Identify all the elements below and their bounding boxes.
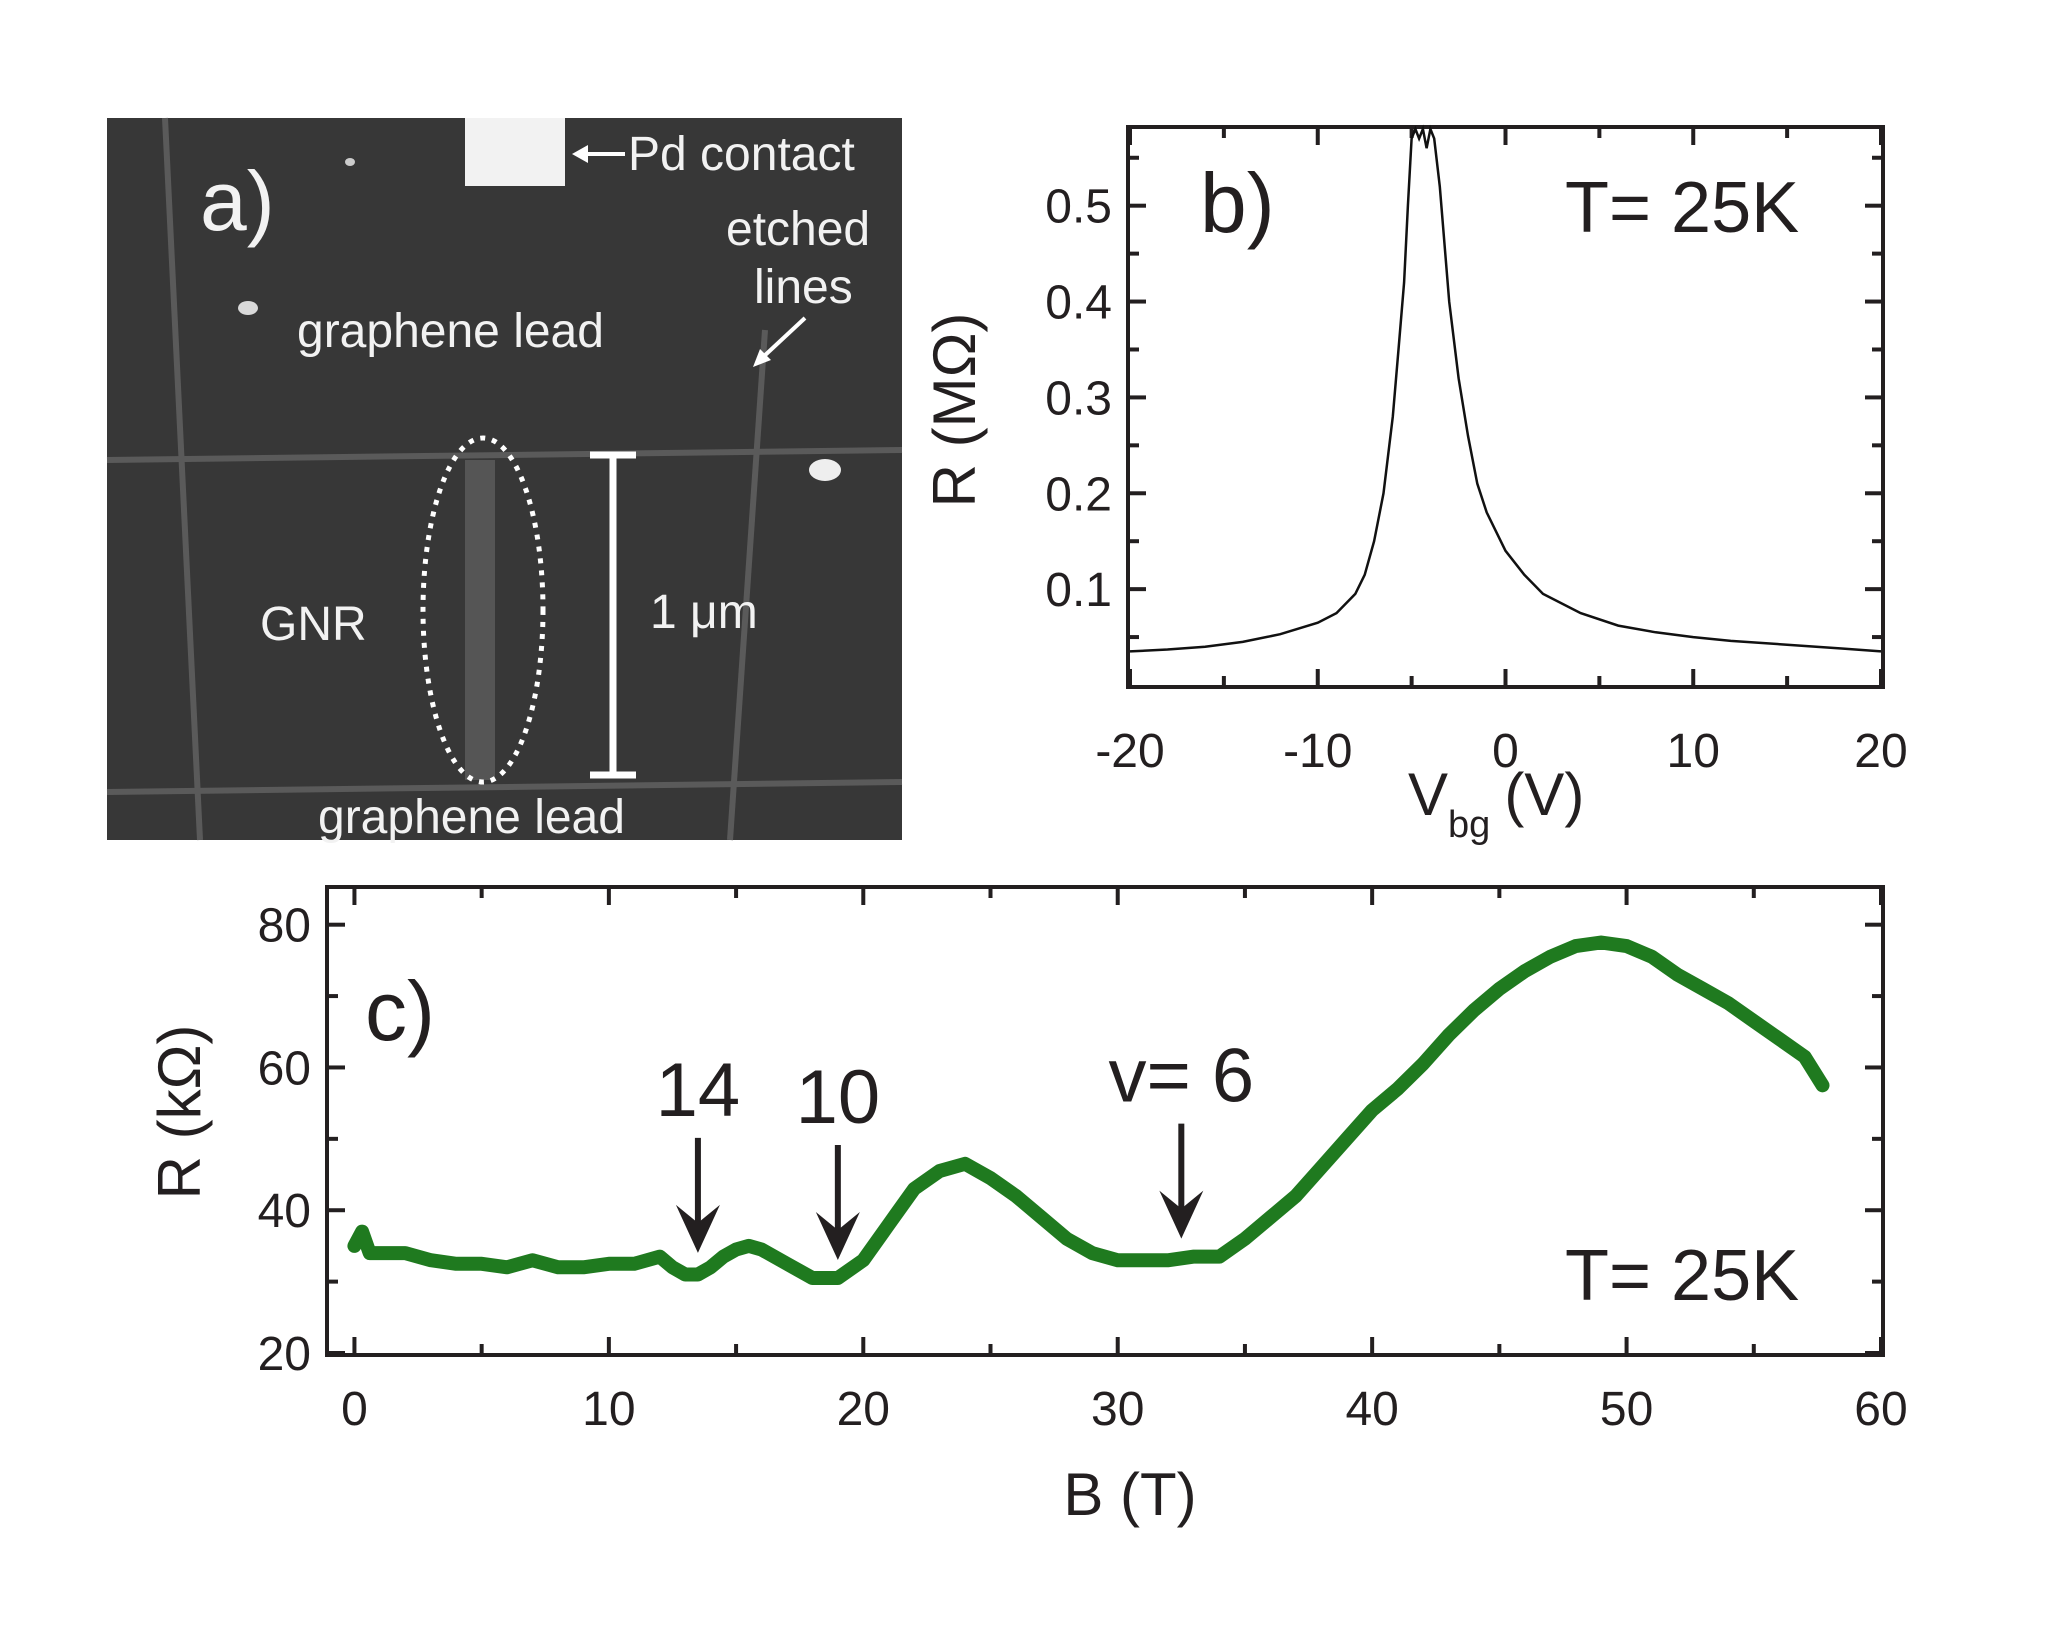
y-tick-label: 80	[258, 900, 311, 953]
panel-c-x-axis-title: B (T)	[1063, 1461, 1196, 1528]
x-tick-label: 30	[1091, 1383, 1144, 1436]
gnr-label: GNR	[260, 598, 367, 651]
etched-lines-label-2: lines	[754, 261, 853, 314]
level-arrow-head	[675, 1204, 720, 1253]
panel-b-temperature: T= 25K	[1565, 168, 1799, 248]
x-tick-label: 0	[341, 1383, 368, 1436]
level-arrow-label: 14	[656, 1048, 741, 1133]
level-arrow-label: 10	[796, 1055, 881, 1140]
sem-background	[107, 118, 902, 840]
gnr-dotted-ellipse	[420, 435, 546, 785]
panel-c-chart: 0 10 20 30 40 50 60 20 40 60 80 14 10 v= 6 c) T= 25…	[146, 885, 1908, 1528]
panel-c-frame	[325, 885, 1885, 1357]
panel-b-series-line	[1129, 124, 1882, 653]
panel-b-x-axis-sub: bg	[1448, 804, 1490, 846]
panel-c-temperature: T= 25K	[1565, 1236, 1799, 1316]
etched-line-right	[727, 329, 768, 841]
level-arrow-head	[815, 1212, 860, 1261]
particle	[238, 301, 258, 315]
y-tick-label: 0.2	[1045, 468, 1112, 521]
x-tick-label: 20	[837, 1383, 890, 1436]
y-tick-label: 0.5	[1045, 181, 1112, 234]
y-tick-label: 0.4	[1045, 277, 1112, 330]
y-tick-label: 0.1	[1045, 564, 1112, 617]
panel-b-x-tick-labels: -20 -10 0 10 20	[1095, 725, 1907, 778]
panel-c-x-tick-labels: 0 10 20 30 40 50 60	[341, 1383, 1908, 1436]
x-tick-label: 10	[582, 1383, 635, 1436]
pd-contact-label: Pd contact	[628, 128, 855, 181]
level-arrow-label: v= 6	[1108, 1034, 1254, 1119]
y-tick-label: 60	[258, 1042, 311, 1095]
panel-b-y-tick-labels: 0.1 0.2 0.3 0.4 0.5	[1045, 181, 1112, 617]
panel-c-series-line	[347, 935, 1830, 1285]
sem-shade	[107, 118, 902, 840]
particle	[809, 459, 841, 481]
panel-c-ticks	[329, 889, 1883, 1355]
panel-b-y-axis-title: R (MΩ)	[921, 313, 988, 508]
y-tick-label: 20	[258, 1328, 311, 1381]
etched-lines-label-1: etched	[726, 203, 870, 256]
x-tick-label: -20	[1095, 725, 1164, 778]
panel-a-label: a)	[200, 154, 275, 248]
graphene-lead-bottom-label: graphene lead	[318, 791, 625, 844]
x-tick-label: 20	[1854, 725, 1907, 778]
panel-b-label: b)	[1200, 156, 1275, 250]
etched-line-top-horizontal	[106, 447, 903, 463]
x-tick-label: 60	[1854, 1383, 1907, 1436]
panel-c-y-tick-labels: 20 40 60 80	[258, 900, 311, 1381]
panel-c-arrows: 14 10 v= 6	[656, 1034, 1254, 1261]
panel-b-ticks	[1128, 129, 1883, 685]
scale-bar-label: 1 μm	[650, 586, 758, 639]
panel-b-x-axis-title: Vbg (V)	[1408, 761, 1584, 846]
panel-b-x-axis-var: V	[1408, 761, 1448, 828]
panel-c-y-axis-title: R (kΩ)	[146, 1025, 213, 1200]
etched-lines-arrow	[753, 316, 807, 367]
x-tick-label: 0	[1492, 725, 1519, 778]
gnr-ribbon	[465, 460, 495, 780]
panel-b-frame	[1126, 125, 1885, 689]
y-tick-label: 40	[258, 1185, 311, 1238]
panel-b-chart: -20 -10 0 10 20 0.1 0.2 0.3 0.4 0.5 b) T= 25K Vb…	[921, 124, 1908, 846]
x-tick-label: 10	[1667, 725, 1720, 778]
graphene-lead-top-label: graphene lead	[297, 305, 604, 358]
particle	[345, 158, 355, 166]
x-tick-label: 40	[1345, 1383, 1398, 1436]
panel-a-sem-image: a) Pd contact etched lines graphene lead…	[106, 117, 903, 844]
panel-c-label: c)	[365, 964, 435, 1058]
pd-contact-arrow	[572, 145, 625, 163]
etched-line-bottom-horizontal	[106, 779, 903, 795]
x-tick-label: 50	[1600, 1383, 1653, 1436]
y-tick-label: 0.3	[1045, 372, 1112, 425]
level-arrow-head	[1159, 1190, 1204, 1239]
etched-line-left	[162, 117, 203, 841]
panel-b-x-axis-unit: (V)	[1504, 761, 1584, 828]
x-tick-label: -10	[1283, 725, 1352, 778]
pd-contact-pad	[465, 118, 565, 186]
